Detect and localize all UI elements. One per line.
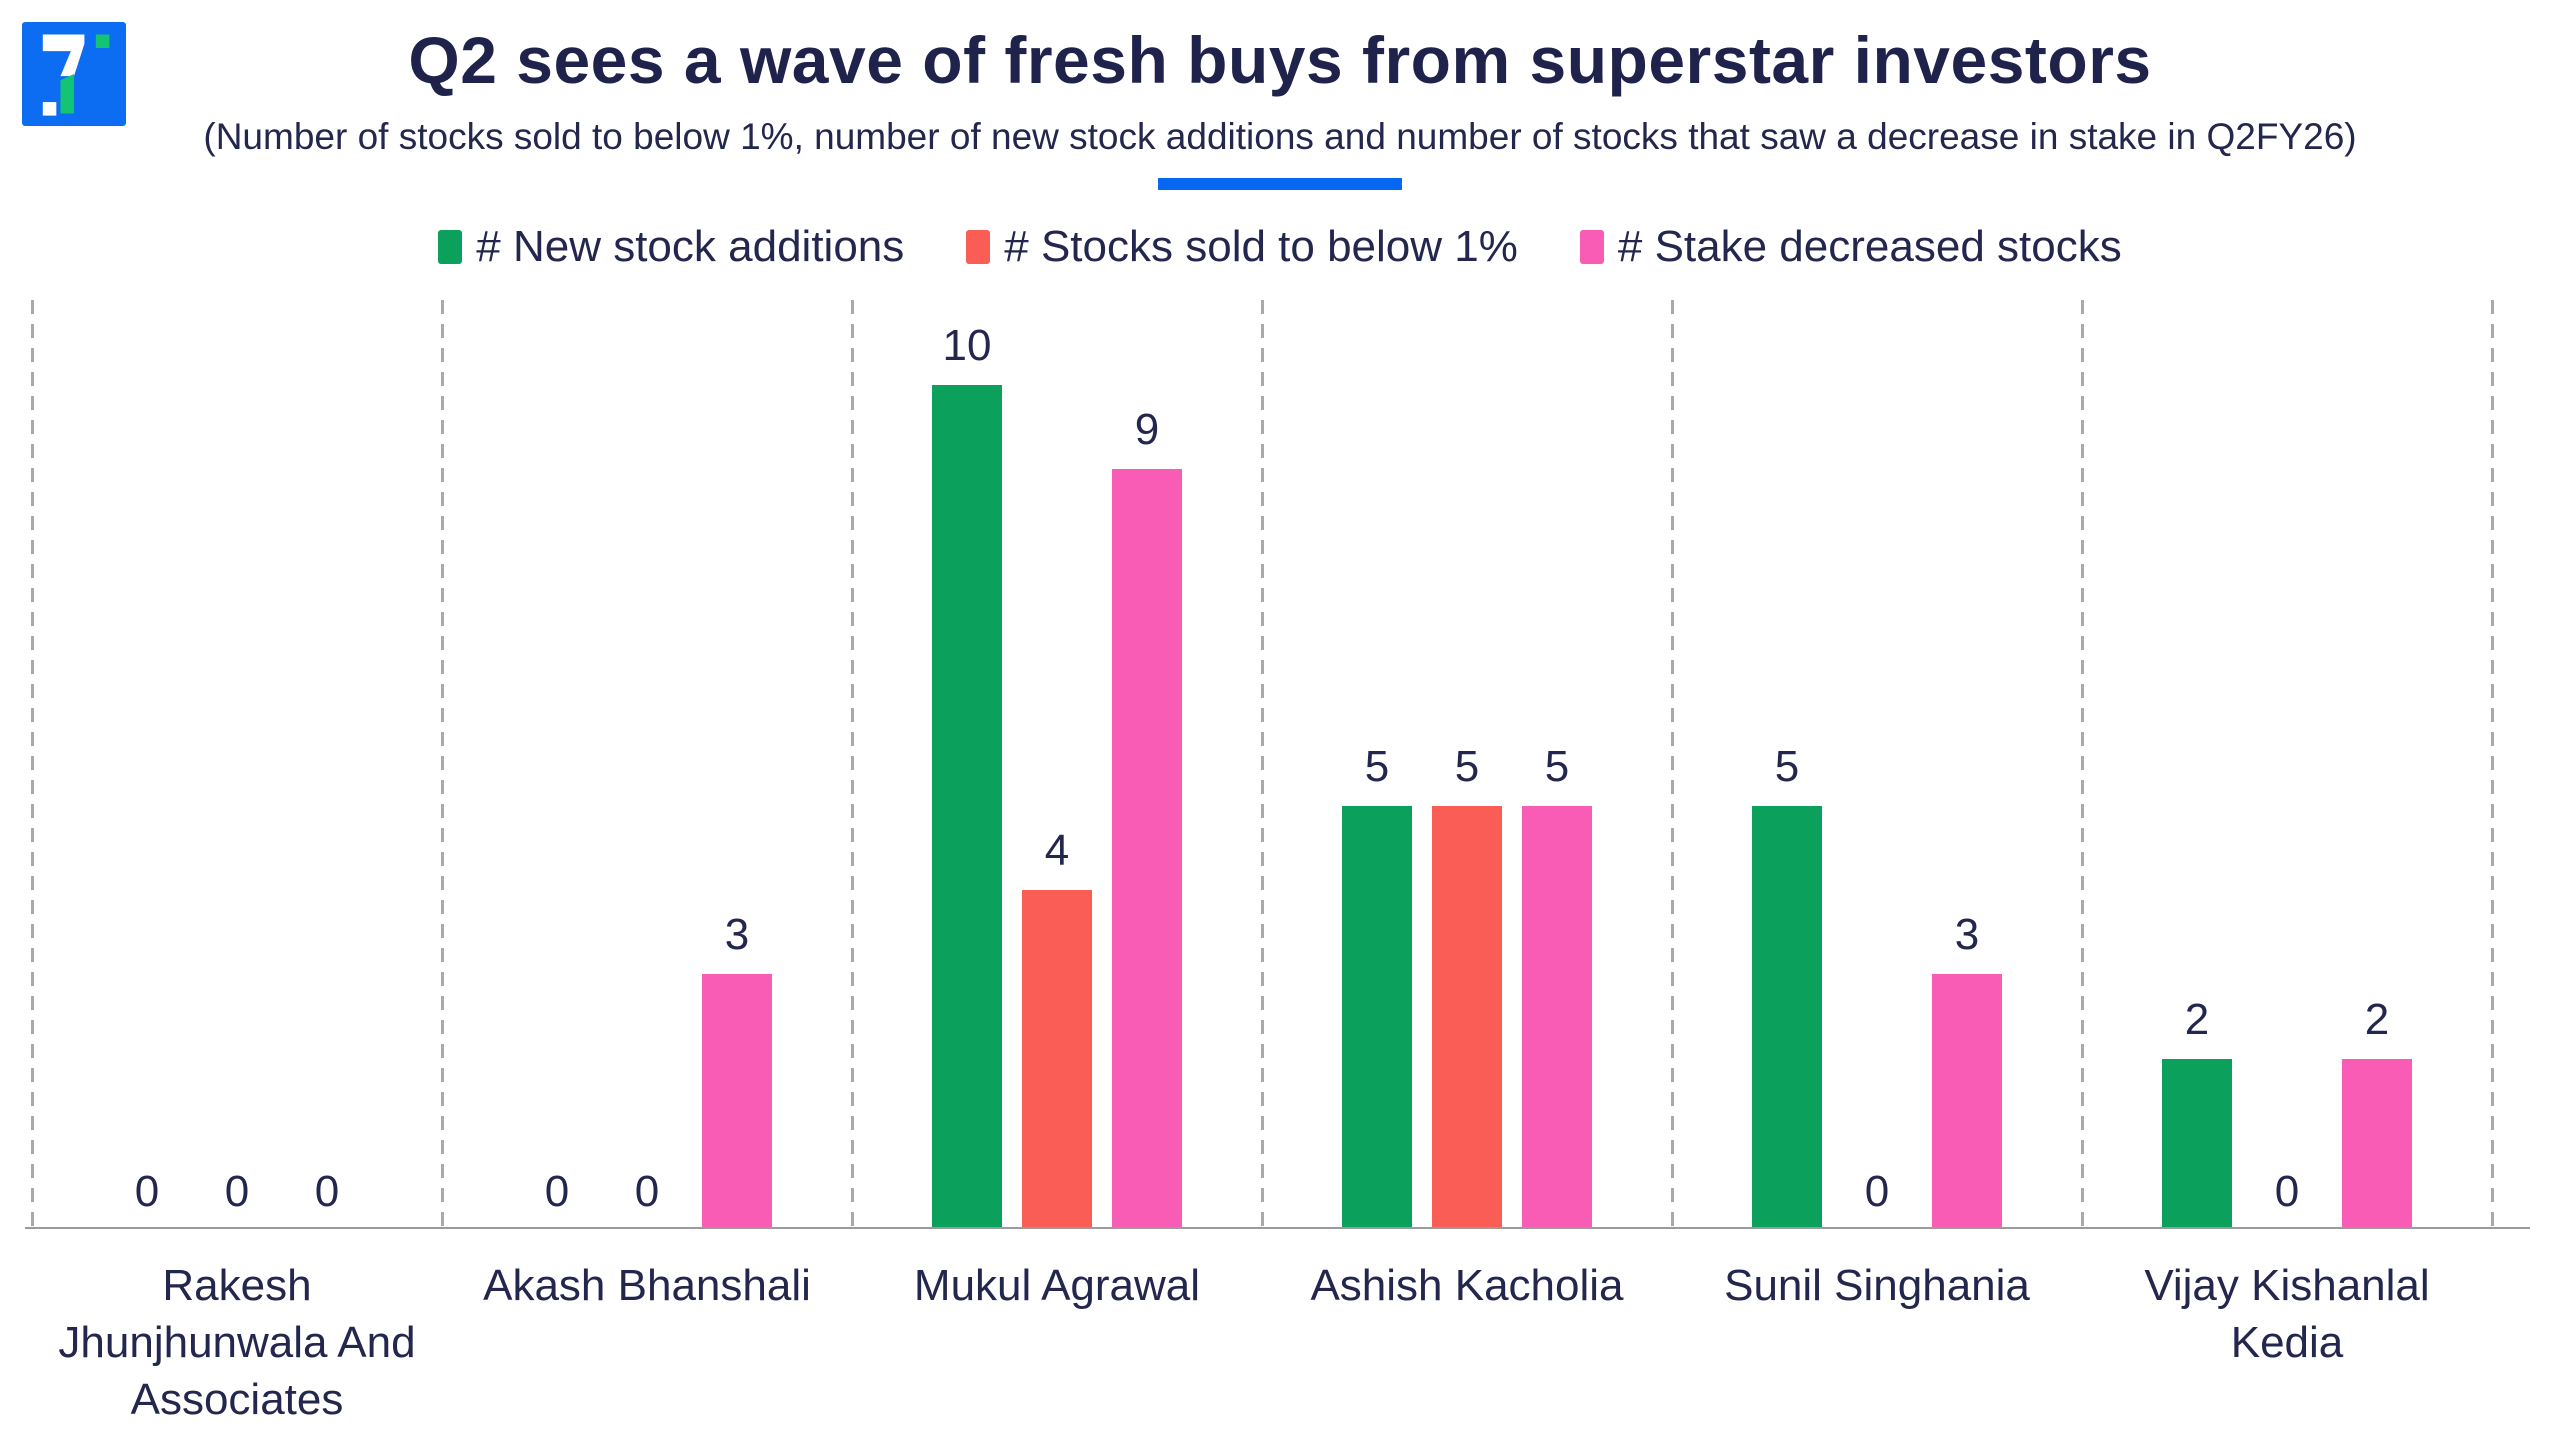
bar-value-label: 5 (1544, 742, 1570, 791)
bar-value-label: 3 (1954, 910, 1980, 960)
bar-value-label: 0 (544, 1167, 570, 1216)
legend-item-0: # New stock additions (438, 222, 904, 272)
legend-marker-icon (1579, 230, 1604, 264)
bar-value-label: 0 (2274, 1167, 2300, 1216)
legend-label: # Stake decreased stocks (1617, 222, 2122, 271)
category-label-5: Vijay Kishanlal Kedia (2144, 1261, 2430, 1368)
chart-title: Q2 sees a wave of fresh buys from supers… (408, 23, 2152, 97)
bar-value-label: 5 (1774, 742, 1800, 791)
bar-value-label: 0 (634, 1167, 660, 1216)
bar-value-label: 10 (942, 321, 992, 370)
bar-value-label: 9 (1134, 405, 1160, 455)
bar-value-label: 3 (724, 910, 750, 960)
legend-item-2: # Stake decreased stocks (1579, 222, 2122, 272)
category-label-1: Akash Bhanshali (483, 1261, 811, 1310)
bar-series0-cat5 (2162, 1058, 2232, 1227)
legend-label: # New stock additions (476, 222, 905, 271)
dashed-gridline (31, 300, 34, 1227)
legend-item-1: # Stocks sold to below 1% (966, 222, 1518, 272)
chart-subtitle: (Number of stocks sold to below 1%, numb… (203, 116, 2357, 157)
bar-value-label: 5 (1454, 742, 1480, 791)
dashed-gridline (2491, 300, 2494, 1227)
bar-value-label: 0 (314, 1167, 340, 1216)
legend-marker-icon (966, 230, 991, 264)
bar-series0-cat4 (1752, 806, 1822, 1227)
bar-series2-cat1 (702, 974, 772, 1227)
trendlyne-logo-icon (22, 22, 126, 126)
dashed-gridline (1261, 300, 1264, 1227)
bar-value-label: 0 (1864, 1167, 1890, 1216)
title-underline-accent (1158, 178, 1402, 190)
dashed-gridline (2081, 300, 2084, 1227)
x-axis-baseline (25, 1227, 2530, 1229)
bar-series2-cat4 (1932, 974, 2002, 1227)
category-label-3: Ashish Kacholia (1310, 1261, 1624, 1310)
category-label-0: Rakesh Jhunjhunwala And Associates (58, 1261, 416, 1425)
bar-value-label: 0 (224, 1167, 250, 1216)
dashed-gridline (441, 300, 444, 1227)
legend-marker-icon (438, 230, 463, 264)
bar-value-label: 0 (134, 1167, 160, 1216)
bar-series2-cat5 (2342, 1058, 2412, 1227)
bar-value-label: 5 (1364, 742, 1390, 791)
bar-series0-cat2 (932, 385, 1002, 1227)
bar-chart-plot-area: 0 0 0 Rakesh Jhunjhunwala And Associates 0 0 3… (0, 300, 2560, 1424)
bar-series2-cat3 (1522, 806, 1592, 1227)
bar-series1-cat3 (1432, 806, 1502, 1227)
dashed-gridline (1671, 300, 1674, 1227)
bar-value-label: 2 (2364, 994, 2390, 1044)
chart-legend: # New stock additions # Stocks sold to be… (0, 222, 2560, 272)
bar-value-label: 4 (1044, 826, 1070, 876)
category-label-2: Mukul Agrawal (913, 1261, 1201, 1310)
category-label-4: Sunil Singhania (1724, 1261, 2030, 1310)
bar-series0-cat3 (1342, 806, 1412, 1227)
bar-value-label: 2 (2184, 994, 2210, 1044)
legend-label: # Stocks sold to below 1% (1004, 222, 1518, 271)
bar-series2-cat2 (1112, 469, 1182, 1227)
dashed-gridline (851, 300, 854, 1227)
bar-series1-cat2 (1022, 890, 1092, 1227)
